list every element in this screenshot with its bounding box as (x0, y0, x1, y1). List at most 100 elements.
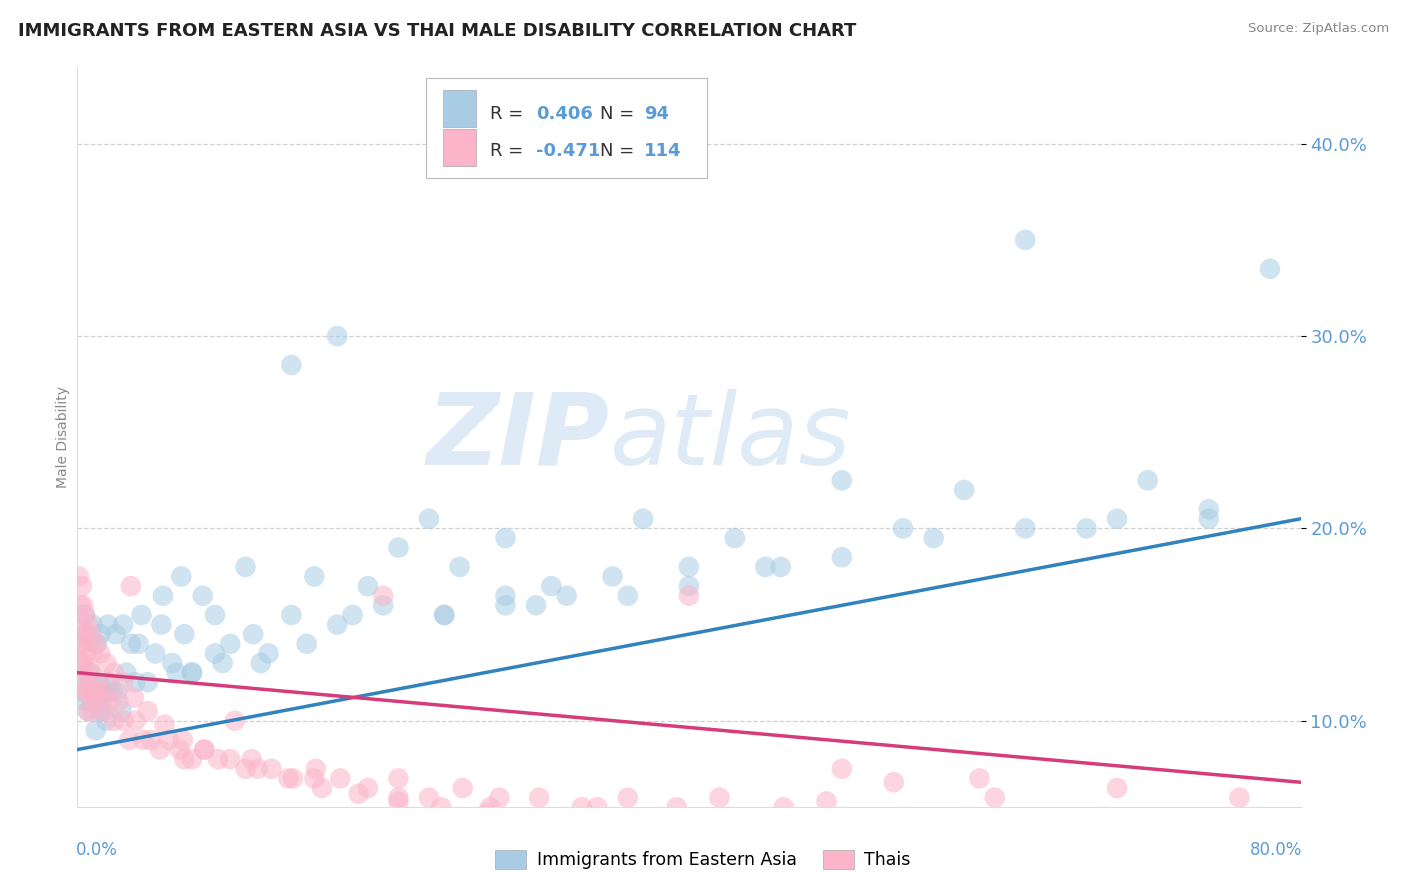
Point (82, 704, 104, 718)
Point (115, 665, 138, 680)
Point (82, 617, 104, 632)
Point (922, 531, 945, 545)
Point (235, 560, 257, 574)
Point (387, 541, 409, 555)
Point (77, 617, 100, 632)
Point (305, 762, 328, 776)
Point (717, 810, 740, 824)
Point (86, 637, 108, 651)
Point (207, 752, 229, 766)
Text: -0.471: -0.471 (536, 142, 600, 160)
Point (69, 656, 91, 670)
Point (495, 599, 517, 613)
Point (73, 627, 96, 641)
Text: N =: N = (599, 142, 640, 160)
Point (219, 637, 242, 651)
Point (193, 742, 215, 756)
Point (586, 156, 609, 170)
Point (891, 810, 914, 824)
Point (173, 752, 195, 766)
Point (112, 675, 135, 690)
Point (91, 704, 114, 718)
Point (84, 694, 107, 708)
Point (131, 607, 153, 622)
Point (153, 717, 176, 731)
Point (89, 685, 111, 699)
Point (433, 607, 456, 622)
Point (540, 579, 562, 593)
Text: N =: N = (599, 104, 640, 122)
Point (488, 790, 510, 805)
Point (104, 627, 127, 641)
FancyBboxPatch shape (443, 129, 477, 166)
Point (1167, 820, 1189, 834)
Point (224, 714, 246, 728)
Point (193, 742, 215, 756)
Point (82, 647, 104, 661)
Text: ZIP: ZIP (426, 389, 609, 485)
Point (347, 787, 370, 801)
Point (77, 704, 100, 718)
Point (617, 589, 640, 603)
Point (678, 579, 700, 593)
Point (84, 723, 107, 738)
Point (204, 647, 226, 661)
Point (304, 569, 326, 583)
Text: 0.406: 0.406 (536, 104, 593, 122)
Point (89, 627, 111, 641)
Point (295, 637, 318, 651)
Point (83, 685, 105, 699)
Point (73, 607, 96, 622)
Text: 94: 94 (644, 104, 669, 122)
Point (242, 627, 264, 641)
Point (82, 694, 104, 708)
Point (72, 685, 94, 699)
Point (1198, 512, 1220, 526)
Point (357, 780, 380, 795)
Point (69, 599, 91, 613)
Point (150, 617, 173, 632)
Point (72, 656, 94, 670)
Point (105, 685, 128, 699)
Point (495, 589, 517, 603)
Point (67, 617, 90, 632)
Point (112, 617, 135, 632)
Point (73, 627, 96, 641)
Point (371, 599, 394, 613)
Point (449, 560, 471, 574)
Point (70, 579, 93, 593)
Point (280, 358, 302, 372)
Point (181, 665, 204, 680)
Point (96, 714, 118, 728)
Point (891, 521, 914, 535)
Point (576, 820, 599, 834)
Point (751, 833, 773, 847)
Point (602, 569, 624, 583)
Point (304, 772, 326, 786)
Point (769, 560, 792, 574)
Point (83, 685, 105, 699)
Point (387, 795, 409, 809)
Point (1107, 512, 1129, 526)
Text: R =: R = (489, 104, 529, 122)
Point (73, 607, 96, 622)
Point (86, 675, 108, 690)
Point (524, 599, 547, 613)
Point (831, 810, 853, 824)
Point (883, 775, 905, 789)
Point (80, 665, 103, 680)
Point (103, 714, 125, 728)
Point (479, 800, 502, 814)
Point (77, 704, 100, 718)
Point (524, 814, 547, 828)
Point (84, 637, 107, 651)
Point (160, 656, 183, 670)
Point (1198, 502, 1220, 516)
Point (815, 795, 838, 809)
Point (136, 704, 159, 718)
Text: 0.0%: 0.0% (76, 840, 118, 859)
Point (219, 752, 242, 766)
Text: 114: 114 (644, 142, 681, 160)
Point (122, 690, 145, 705)
Point (281, 772, 304, 786)
